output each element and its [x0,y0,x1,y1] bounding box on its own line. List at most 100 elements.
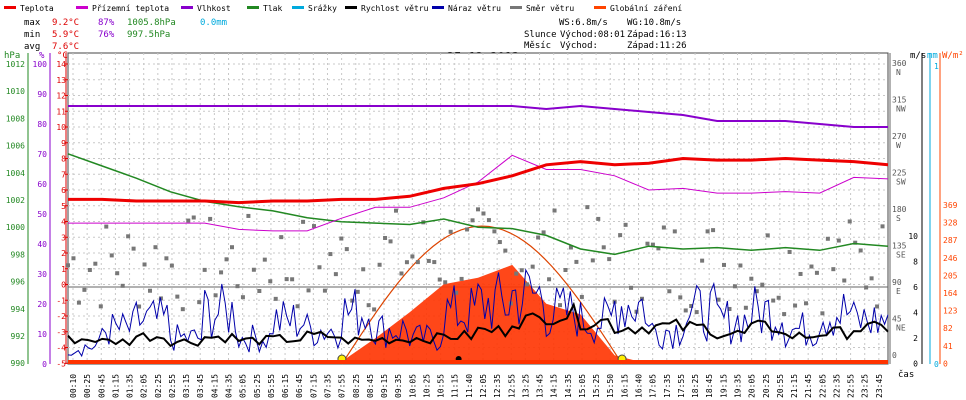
wind-dir-point [618,233,623,238]
hpa-tick: 1000 [6,223,25,232]
dir-tick: 45 [892,315,902,324]
wind-dir-point [596,216,601,221]
wind-dir-point [246,213,251,218]
info-sun-rise: Východ:08:01 [560,30,625,40]
time-tick: 00:10 [69,374,78,398]
plot-area [66,104,889,365]
info-slunce: Slunce [524,30,557,40]
time-tick: 16:40 [635,374,644,398]
time-tick: 17:55 [677,374,686,398]
stat-min-label: min [24,30,40,40]
time-tick: 06:45 [295,374,304,398]
dir-label: NW [896,105,906,114]
wind-dir-point [76,300,81,305]
wind-dir-point [186,218,191,223]
wind-dir-point [536,235,541,240]
wm2-tick: 246 [943,254,958,263]
time-tick: 04:15 [210,374,219,398]
axis-hpa-label: hPa [4,51,20,61]
mm-tick: 0 [934,360,939,369]
hpa-tick: 1008 [6,114,25,123]
wind-dir-point [93,261,98,266]
time-tick: 17:05 [649,374,658,398]
wind-dir-point [842,278,847,283]
wm2-tick: 164 [943,289,958,298]
wind-dir-point [71,256,76,261]
stat-max-press: 1005.8hPa [127,18,176,28]
wind-dir-point [869,276,874,281]
wind-dir-point [120,283,125,288]
time-tick: 18:25 [691,374,700,398]
time-tick: 04:35 [225,374,234,398]
legend-label: Rychlost větru [361,4,429,13]
wind-dir-point [579,294,584,299]
wind-dir-point [809,264,814,269]
dir-tick: 315 [892,96,907,105]
wind-dir-point [361,267,366,272]
info-mesic: Měsíc [524,41,551,51]
c-tick: 5 [61,202,66,211]
c-tick: -3 [56,328,66,337]
time-tick: 15:05 [578,374,587,398]
ms-tick: 0 [913,360,918,369]
time-tick: 23:25 [861,374,870,398]
wind-dir-point [169,263,174,268]
wind-dir-point [470,218,475,223]
dir-label: E [896,287,901,296]
wind-dir-point [694,310,699,315]
time-tick: 02:55 [168,374,177,398]
wind-dir-point [350,298,355,303]
wind-dir-point [727,306,732,311]
c-tick: 4 [61,218,66,227]
wind-dir-point [563,268,568,273]
legend-swatch [181,6,193,9]
wind-dir-point [793,303,798,308]
hpa-tick: 998 [11,250,26,259]
legend-swatch [292,6,304,9]
c-tick: 3 [61,233,66,242]
wind-dir-point [208,216,213,221]
wind-dir-point [404,260,409,265]
time-tick: 02:25 [154,374,163,398]
time-tick: 03:15 [182,374,191,398]
wind-dir-point [497,240,502,245]
time-tick: 13:45 [536,374,545,398]
wind-dir-point [284,277,289,282]
dir-label: NE [896,324,906,333]
wind-dir-point [388,239,393,244]
wind-dir-point [514,271,519,276]
time-tick: 05:25 [253,374,262,398]
wind-dir-point [782,312,787,317]
legend-label: Náraz větru [448,4,501,13]
wind-dir-point [339,236,344,241]
wm2-tick: 41 [943,342,953,351]
wind-dir-point [82,287,87,292]
wind-dir-point [459,276,464,281]
wind-dir-point [333,272,338,277]
hpa-tick: 1002 [6,196,25,205]
wind-dir-point [672,229,677,234]
time-tick: 07:55 [338,374,347,398]
wind-dir-point [448,229,453,234]
wind-dir-point [306,288,311,293]
hpa-tick: 994 [11,305,26,314]
wind-dir-point [328,252,333,257]
wind-dir-point [492,229,497,234]
info-ws: WS:6.8m/s [559,18,608,28]
wind-dir-point [530,264,535,269]
stat-max-hum: 87% [98,18,115,28]
hpa-tick: 1004 [6,169,25,178]
wind-dir-point [410,254,415,259]
wind-dir-point [317,265,322,270]
dir-tick: 0 [892,351,897,360]
wind-dir-point [787,249,792,254]
wind-dir-point [558,303,562,308]
legend-label: Tlak [263,4,282,13]
radiation-area [68,264,888,364]
wind-dir-point [568,245,573,250]
info-moon-rise: Východ: [560,41,598,51]
wind-dir-point [290,277,295,282]
wind-dir-point [476,207,480,212]
time-tick: 03:45 [196,374,205,398]
wind-dir-point [771,298,776,303]
